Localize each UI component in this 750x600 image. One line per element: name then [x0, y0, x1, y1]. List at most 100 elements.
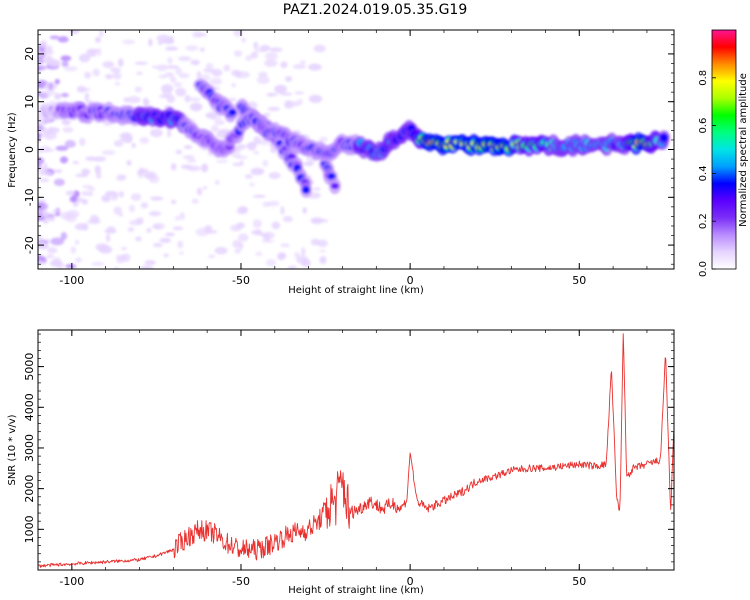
- noise-blob: [249, 182, 255, 187]
- noise-blob: [174, 67, 183, 75]
- noise-blob: [60, 55, 72, 62]
- noise-blob: [91, 261, 105, 266]
- noise-blob: [287, 265, 298, 269]
- noise-blob: [214, 120, 225, 126]
- noise-blob: [258, 71, 268, 78]
- noise-blob: [252, 194, 267, 198]
- noise-blob: [250, 51, 258, 59]
- noise-blob: [139, 167, 145, 174]
- noise-blob: [274, 84, 287, 94]
- ridge-blob: [302, 185, 311, 194]
- noise-blob: [195, 32, 208, 37]
- noise-blob: [57, 36, 69, 43]
- noise-blob: [79, 137, 86, 147]
- x-tick-label: 0: [407, 575, 414, 588]
- colorbar-tick-label: 0.6: [698, 118, 709, 134]
- noise-blob: [276, 252, 285, 261]
- noise-blob: [114, 81, 121, 86]
- noise-blob: [53, 169, 63, 173]
- noise-blob: [136, 71, 143, 76]
- noise-blob: [294, 91, 305, 95]
- noise-blob: [72, 161, 79, 165]
- noise-blob: [101, 194, 111, 203]
- noise-blob: [135, 236, 142, 242]
- noise-blob: [236, 222, 245, 229]
- noise-blob: [313, 44, 326, 53]
- noise-blob: [137, 174, 144, 179]
- noise-blob: [157, 40, 164, 46]
- noise-blob: [121, 247, 127, 251]
- noise-blob: [82, 184, 93, 189]
- noise-blob: [127, 226, 135, 233]
- noise-blob: [65, 264, 77, 269]
- noise-blob: [294, 252, 300, 258]
- noise-blob: [161, 84, 174, 93]
- noise-blob: [207, 254, 216, 259]
- noise-blob: [232, 162, 245, 167]
- noise-blob: [70, 246, 77, 254]
- noise-blob: [268, 200, 280, 207]
- noise-blob: [48, 81, 53, 91]
- noise-blob: [318, 249, 327, 253]
- noise-blob: [190, 59, 200, 66]
- noise-blob: [142, 97, 149, 106]
- noise-blob: [120, 132, 132, 139]
- noise-blob: [38, 198, 47, 203]
- noise-blob: [319, 255, 327, 265]
- noise-blob: [117, 58, 124, 68]
- noise-blob: [119, 137, 132, 141]
- noise-blob: [295, 255, 309, 264]
- noise-blob: [77, 87, 91, 92]
- noise-blob: [250, 167, 265, 176]
- spectrogram-main-ridge: [38, 100, 670, 163]
- noise-blob: [210, 117, 223, 121]
- noise-blob: [53, 178, 65, 187]
- noise-blob: [166, 57, 173, 64]
- noise-blob: [216, 159, 229, 163]
- snr-ylabel: SNR (10 * v/v): [7, 414, 18, 485]
- noise-blob: [64, 66, 78, 72]
- noise-blob: [101, 150, 116, 156]
- noise-blob: [184, 94, 191, 103]
- noise-blob: [267, 106, 281, 112]
- y-tick-label: 4000: [23, 393, 36, 421]
- noise-blob: [256, 75, 270, 85]
- noise-blob: [152, 242, 163, 248]
- noise-blob: [312, 187, 322, 191]
- spectrogram-heatmap: [38, 30, 670, 269]
- y-tick-label: 10: [23, 95, 36, 109]
- noise-blob: [196, 187, 203, 196]
- spectrogram-branch-2: [318, 156, 341, 195]
- noise-blob: [264, 59, 278, 67]
- noise-blob: [38, 125, 45, 131]
- noise-blob: [38, 242, 49, 250]
- noise-blob: [158, 74, 168, 79]
- noise-blob: [49, 35, 60, 40]
- noise-blob: [255, 251, 263, 257]
- noise-blob: [93, 156, 107, 161]
- noise-blob: [308, 94, 323, 104]
- noise-blob: [164, 232, 175, 237]
- x-tick-label: 0: [407, 274, 414, 287]
- noise-blob: [148, 38, 153, 47]
- noise-blob: [38, 149, 44, 154]
- noise-blob: [165, 65, 179, 69]
- noise-blob: [75, 239, 80, 245]
- colorbar-tick-label: 0.4: [698, 165, 709, 181]
- noise-blob: [47, 45, 53, 50]
- noise-blob: [139, 137, 150, 145]
- noise-blob: [234, 248, 242, 254]
- noise-blob: [54, 78, 60, 85]
- noise-blob: [205, 62, 214, 69]
- noise-blob: [50, 237, 65, 246]
- noise-blob: [269, 92, 279, 97]
- y-tick-label: 20: [23, 47, 36, 61]
- noise-blob: [244, 174, 251, 178]
- noise-blob: [128, 204, 136, 213]
- noise-blob: [134, 61, 148, 65]
- noise-blob: [211, 68, 223, 77]
- noise-blob: [84, 71, 91, 79]
- noise-blob: [95, 36, 101, 43]
- noise-blob: [42, 219, 48, 224]
- noise-blob: [60, 92, 69, 98]
